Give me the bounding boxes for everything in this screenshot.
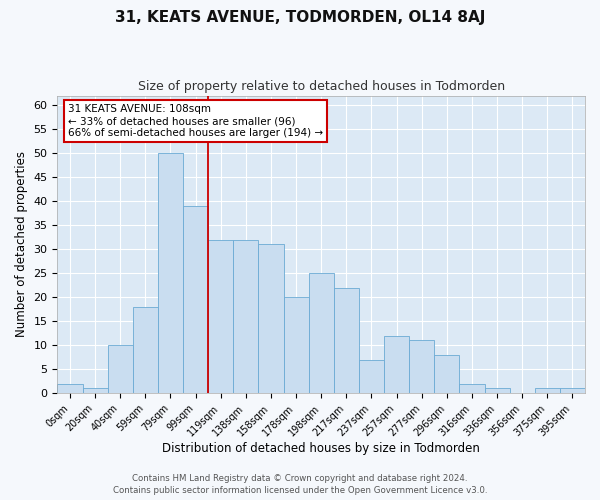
- Bar: [233, 240, 259, 393]
- Bar: [460, 384, 485, 393]
- X-axis label: Distribution of detached houses by size in Todmorden: Distribution of detached houses by size …: [162, 442, 480, 455]
- Bar: [308, 273, 334, 393]
- Bar: [434, 354, 460, 393]
- Text: Contains HM Land Registry data © Crown copyright and database right 2024.
Contai: Contains HM Land Registry data © Crown c…: [113, 474, 487, 495]
- Bar: [58, 384, 83, 393]
- Bar: [359, 360, 384, 393]
- Bar: [107, 345, 133, 393]
- Bar: [259, 244, 284, 393]
- Bar: [208, 240, 233, 393]
- Bar: [409, 340, 434, 393]
- Bar: [560, 388, 585, 393]
- Bar: [183, 206, 208, 393]
- Bar: [83, 388, 107, 393]
- Bar: [485, 388, 509, 393]
- Text: 31, KEATS AVENUE, TODMORDEN, OL14 8AJ: 31, KEATS AVENUE, TODMORDEN, OL14 8AJ: [115, 10, 485, 25]
- Bar: [133, 306, 158, 393]
- Bar: [384, 336, 409, 393]
- Title: Size of property relative to detached houses in Todmorden: Size of property relative to detached ho…: [137, 80, 505, 93]
- Text: 31 KEATS AVENUE: 108sqm
← 33% of detached houses are smaller (96)
66% of semi-de: 31 KEATS AVENUE: 108sqm ← 33% of detache…: [68, 104, 323, 138]
- Y-axis label: Number of detached properties: Number of detached properties: [15, 152, 28, 338]
- Bar: [334, 288, 359, 393]
- Bar: [284, 297, 308, 393]
- Bar: [158, 153, 183, 393]
- Bar: [535, 388, 560, 393]
